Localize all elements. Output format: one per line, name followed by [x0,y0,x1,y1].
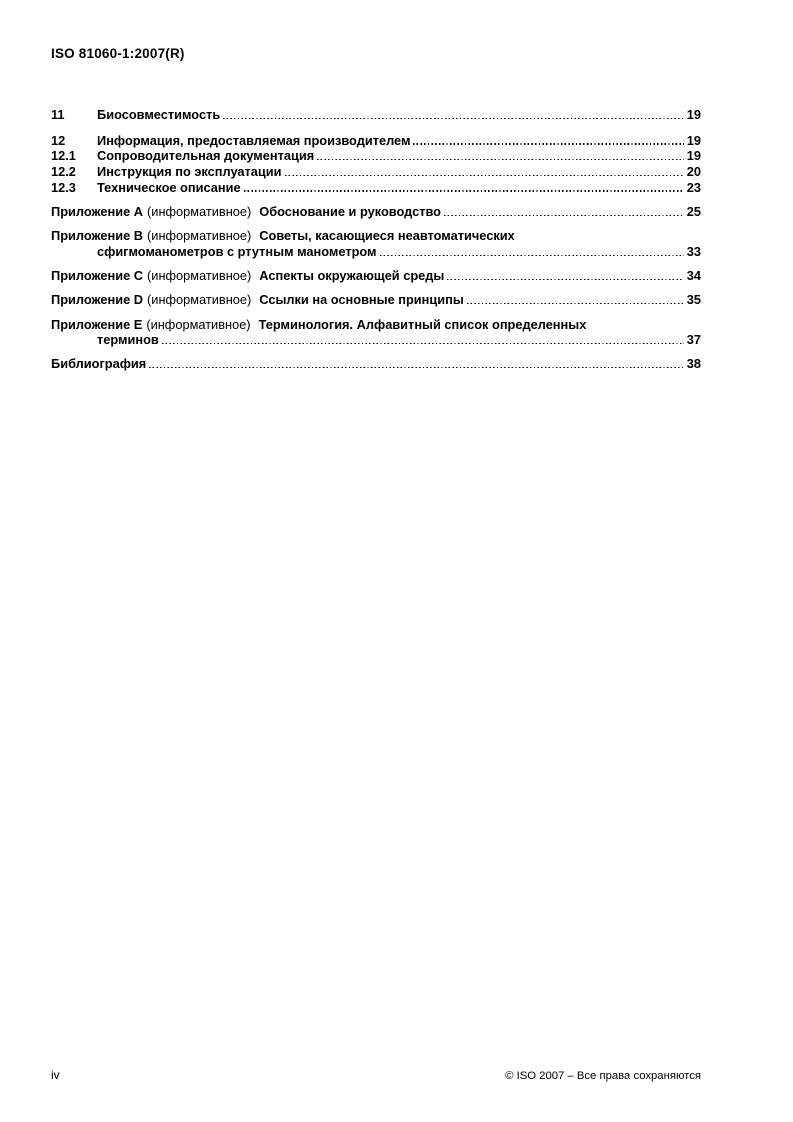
toc-entry-title: Сопроводительная документация [97,148,315,164]
toc-annex-entry: Приложение E (информативное) Терминологи… [51,317,701,348]
annex-type: (информативное) [147,204,252,220]
toc-entry-page: 19 [686,132,701,148]
toc-entry-number: 11 [51,107,65,122]
annex-title: Ссылки на основные принципы [259,292,464,308]
annex-label: Приложение B [51,228,144,244]
toc-entry-page: 23 [686,179,701,195]
dot-leader [161,342,684,345]
toc-entry: 12.3 Техническое описание 23 [51,180,701,196]
dot-leader [447,278,684,281]
toc-entry-page: 34 [686,268,701,284]
dot-leader [443,214,684,217]
annex-type: (информативное) [147,292,252,308]
toc-bibliography-entry: Библиография 38 [51,356,701,372]
annex-title-continuation: сфигмоманометров с ртутным манометром [97,243,377,259]
annex-label: Приложение A [51,204,144,220]
annex-type: (информативное) [147,268,252,284]
toc-entry-page: 37 [686,332,701,348]
annex-label: Приложение D [51,292,144,308]
annex-title: Аспекты окружающей среды [259,268,445,284]
annex-type: (информативное) [147,228,252,244]
toc-entry-title: Биосовместимость [97,107,221,122]
toc-entry-title: Техническое описание [97,179,241,195]
table-of-contents: 11 Биосовместимость 19 12 Информация, пр… [51,107,701,372]
toc-entry-number: 12 [51,132,66,148]
dot-leader [223,117,684,119]
toc-entry-page: 19 [686,148,701,164]
toc-annex-entry: Приложение A (информативное) Обоснование… [51,204,701,220]
dot-leader [379,254,684,256]
toc-entry: 12.2 Инструкция по эксплуатации 20 [51,164,701,180]
toc-entry-number: 12.3 [51,179,76,195]
dot-leader [243,190,684,192]
toc-entry-page: 33 [686,243,701,259]
annex-title: Обоснование и руководство [259,204,441,220]
dot-leader [466,302,684,305]
toc-entry-title: Информация, предоставляемая производител… [97,132,411,148]
dot-leader [317,159,684,161]
toc-entry: 12.1 Сопроводительная документация 19 [51,148,701,164]
annex-title: Советы, касающиеся неавтоматических [259,228,515,244]
annex-title: Терминология. Алфавитный список определе… [258,316,587,332]
toc-entry-number: 12.2 [51,164,76,180]
toc-annex-entry: Приложение C (информативное) Аспекты окр… [51,268,701,284]
annex-type: (информативное) [146,316,251,332]
footer-page-number: iv [51,1068,60,1082]
document-code: ISO 81060-1:2007(R) [51,46,185,61]
dot-leader [284,174,684,177]
bibliography-title: Библиография [51,356,147,372]
toc-entry-page: 19 [686,107,701,122]
toc-entry-number: 12.1 [51,148,76,164]
toc-entry-page: 20 [686,164,701,180]
annex-label: Приложение E [51,316,143,332]
toc-entry-title: Инструкция по эксплуатации [97,164,282,180]
toc-entry-page: 25 [686,204,701,220]
annex-title-continuation: терминов [97,332,159,348]
dot-leader [413,143,684,145]
toc-entry: 12 Информация, предоставляемая производи… [51,133,701,149]
annex-label: Приложение C [51,268,144,284]
footer-copyright: © ISO 2007 – Все права сохраняются [505,1070,701,1082]
toc-annex-entry: Приложение B (информативное) Советы, кас… [51,228,701,259]
toc-annex-entry: Приложение D (информативное) Ссылки на о… [51,292,701,308]
toc-entry-page: 38 [686,356,701,372]
toc-entry-page: 35 [686,292,701,308]
dot-leader [149,367,684,369]
toc-entry: 11 Биосовместимость 19 [51,107,701,123]
